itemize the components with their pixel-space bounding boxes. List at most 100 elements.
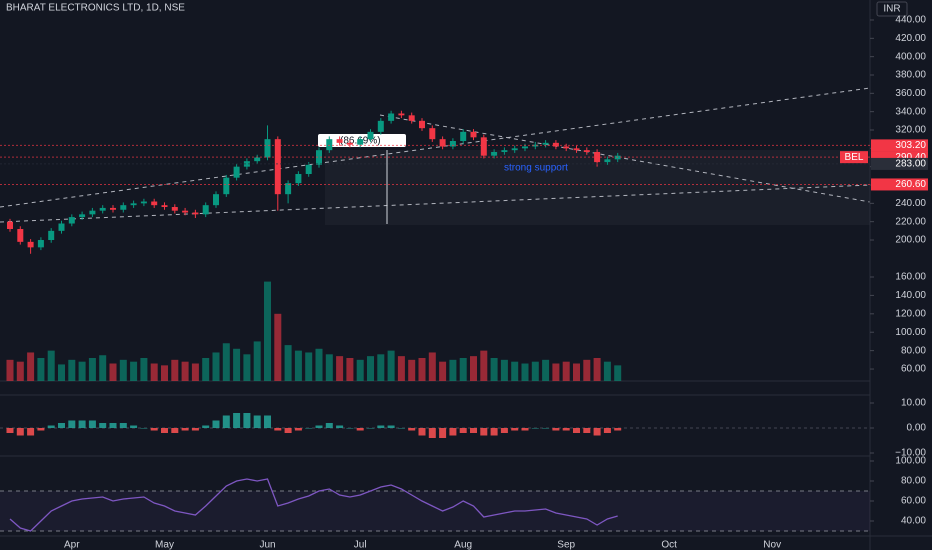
price-label: 260.60: [895, 179, 926, 190]
y-tick-label: 200.00: [895, 235, 926, 246]
chart-title: BHARAT ELECTRONICS LTD, 1D, NSE: [6, 3, 185, 14]
volume-bar: [377, 354, 385, 381]
candle-body: [388, 113, 395, 121]
macd-bar: [325, 423, 333, 428]
volume-bar: [408, 359, 416, 381]
macd-bar: [562, 428, 570, 431]
candle-body: [501, 150, 508, 153]
candle-body: [27, 241, 34, 248]
candle-body: [532, 144, 539, 147]
volume-bar: [470, 356, 477, 381]
candle-body: [408, 115, 415, 121]
macd-bar: [161, 428, 168, 433]
candle-body: [295, 174, 302, 184]
candle-body: [17, 229, 24, 242]
y-tick-label: 100.00: [895, 327, 926, 338]
volume-bar: [243, 354, 251, 381]
candle-body: [151, 201, 158, 206]
volume-bar: [614, 365, 622, 381]
price-label: 303.20: [895, 140, 926, 151]
macd-bar: [130, 425, 138, 428]
trend-line: [0, 87, 871, 208]
volume-bar: [418, 357, 426, 381]
price-label-box: [871, 139, 928, 152]
y-tick-label: 60.00: [901, 364, 926, 375]
y-tick-label: 40.00: [901, 516, 926, 527]
y-tick-label: 380.00: [895, 70, 926, 81]
macd-bar: [377, 425, 385, 428]
candle-body: [573, 148, 580, 151]
volume-bar: [171, 359, 179, 381]
trend-line: [379, 114, 871, 203]
macd-bar: [439, 428, 447, 438]
x-tick-label: Sep: [557, 540, 575, 550]
candle-body: [367, 131, 374, 140]
y-tick-label: 0.00: [907, 423, 927, 434]
price-label: 283.00: [895, 159, 926, 170]
macd-bar: [552, 428, 560, 431]
volume-bar: [336, 356, 344, 381]
volume-bar: [542, 359, 550, 381]
candle-body: [419, 120, 425, 129]
volume-bar: [233, 348, 241, 381]
macd-bar: [202, 425, 210, 428]
symbol-box: [840, 151, 868, 164]
macd-bar: [387, 425, 395, 428]
x-tick-label: Aug: [454, 540, 472, 550]
macd-bar: [542, 428, 550, 429]
volume-bar: [593, 357, 601, 381]
volume-bar: [27, 352, 35, 381]
candle-body: [202, 205, 209, 215]
macd-bar: [459, 428, 467, 433]
y-tick-label: 80.00: [901, 345, 926, 356]
macd-bar: [367, 428, 374, 429]
macd-bar: [78, 420, 86, 428]
volume-bar: [16, 361, 24, 381]
macd-bar: [253, 415, 261, 428]
volume-bar: [140, 357, 148, 381]
y-tick-label: 160.00: [895, 272, 926, 283]
macd-bar: [99, 423, 107, 428]
volume-bar: [264, 281, 271, 381]
macd-bar: [150, 428, 158, 431]
macd-bar: [531, 428, 539, 429]
volume-bar: [521, 363, 529, 381]
macd-bar: [233, 413, 241, 428]
candle-body: [563, 146, 570, 149]
candle-body: [68, 217, 75, 224]
volume-bar: [88, 357, 96, 381]
candle-body: [130, 203, 137, 206]
volume-bar: [490, 357, 498, 381]
macd-bar: [500, 428, 508, 433]
y-tick-label: 340.00: [895, 106, 926, 117]
macd-bar: [140, 428, 148, 429]
candle-body: [254, 157, 261, 162]
candle-body: [223, 177, 230, 195]
price-label: 290.40: [895, 152, 926, 163]
x-tick-label: Apr: [64, 540, 80, 550]
y-tick-label: 120.00: [895, 308, 926, 319]
candle-body: [480, 137, 487, 156]
volume-bar: [78, 361, 86, 381]
macd-bar: [68, 420, 76, 428]
macd-bar: [480, 428, 488, 436]
candle-body: [58, 223, 65, 231]
macd-bar: [336, 425, 344, 428]
volume-bar: [181, 361, 189, 381]
macd-bar: [418, 428, 426, 436]
currency-box: [876, 1, 908, 17]
price-label-box: [871, 157, 928, 170]
volume-bar: [253, 341, 261, 381]
volume-bar: [449, 359, 457, 381]
candle-body: [37, 240, 44, 248]
y-tick-label: −10.00: [895, 448, 926, 459]
volume-bar: [552, 363, 560, 381]
volume-bar: [58, 364, 65, 381]
candle-body: [305, 164, 312, 175]
x-tick-label: Nov: [763, 540, 781, 550]
volume-bar: [531, 361, 539, 381]
candle-body: [522, 146, 528, 149]
candle-body: [583, 150, 590, 153]
candle-body: [316, 150, 322, 165]
